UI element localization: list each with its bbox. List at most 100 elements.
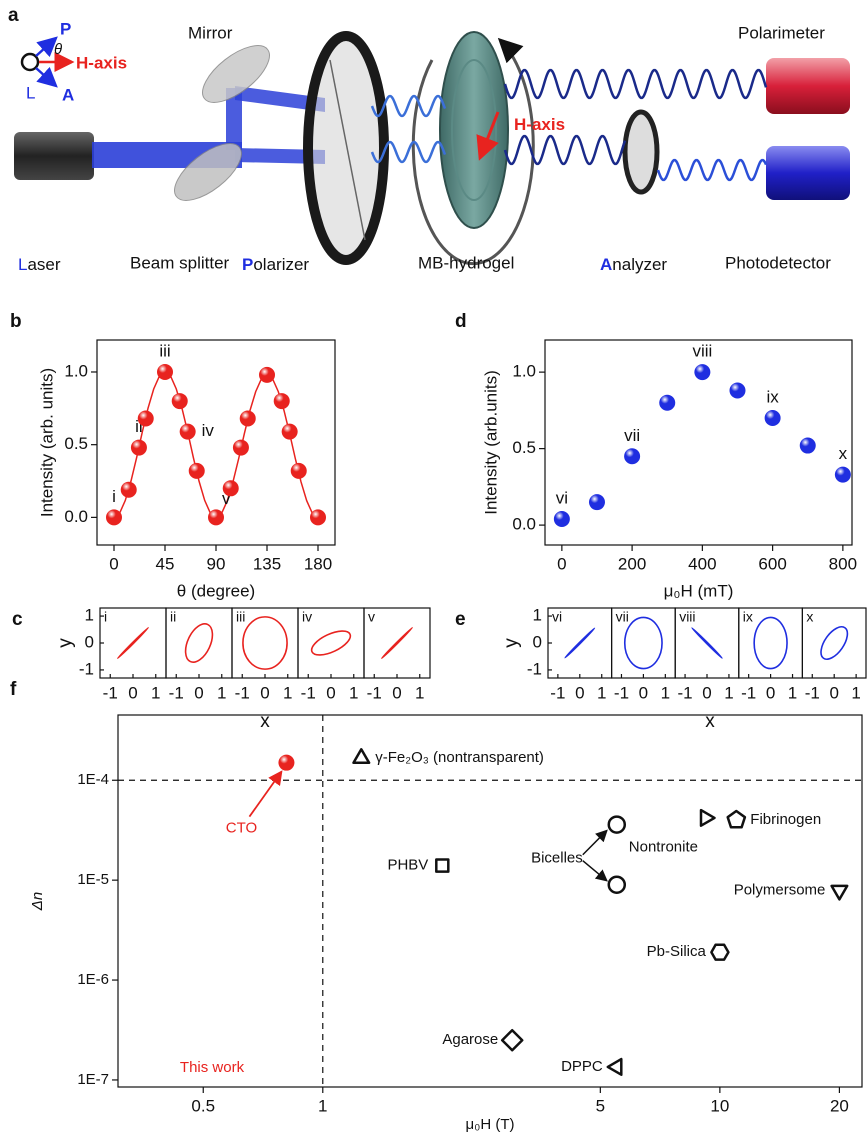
x-tick-label: -1 (235, 683, 250, 702)
panel-label: b (10, 311, 22, 332)
polarization-ellipse (184, 623, 214, 663)
subplot-label: v (368, 609, 375, 625)
y-tick-label: 1.0 (512, 362, 536, 381)
x-tick-label: 200 (618, 554, 646, 573)
h-axis-text: H-axis (514, 115, 565, 134)
beam (226, 88, 242, 150)
p-arrow (35, 36, 58, 58)
point-label: Bicelles (531, 850, 583, 867)
data-point (232, 439, 249, 456)
subplot-label: vi (552, 609, 562, 625)
data-point (607, 875, 627, 894)
subplot-label: iv (302, 609, 312, 625)
y-axis-label: y (501, 638, 522, 648)
x-tick-label: 0 (128, 683, 137, 702)
label-mirror: Mirror (188, 23, 233, 42)
x-tick-label: -1 (169, 683, 184, 702)
helix (503, 68, 768, 100)
data-point (764, 410, 781, 427)
y-tick-label: -1 (527, 659, 542, 678)
subplot-label: iii (236, 609, 245, 625)
point-label: CTO (226, 820, 257, 837)
data-point (157, 363, 173, 380)
x-tick-label: 20 (830, 1096, 849, 1115)
x-tick-label: 1 (217, 683, 226, 702)
data-point (830, 884, 849, 901)
panel-label: c (12, 609, 23, 630)
data-point (607, 815, 627, 834)
x-tick-label: -1 (805, 683, 820, 702)
x-axis-label: x (705, 711, 715, 732)
rest: olarizer (253, 255, 309, 274)
icon-h-axis: H-axis (76, 53, 127, 72)
beam (235, 86, 325, 112)
x-tick-label: 180 (304, 554, 332, 573)
data-point (500, 1028, 524, 1052)
point-label: vi (556, 488, 568, 507)
data-point (588, 494, 605, 511)
rest: nalyzer (612, 255, 667, 274)
photodetector (766, 146, 850, 200)
data-point (281, 423, 298, 440)
x-tick-label: 0 (392, 683, 401, 702)
subplot-label: vii (616, 609, 629, 625)
polarizer (303, 31, 389, 265)
point-label: Pb-Silica (647, 943, 707, 960)
x-tick-label: 1 (283, 683, 292, 702)
data-point (310, 509, 326, 526)
polarization-ellipse (242, 616, 288, 670)
x-tick-label: 0 (829, 683, 838, 702)
x-tick-label: 90 (207, 554, 226, 573)
x-axis-label: μ₀H (T) (465, 1116, 514, 1133)
subplot-label: ix (743, 609, 753, 625)
data-point (726, 809, 747, 829)
y-tick-label: 1E-7 (77, 1071, 109, 1088)
x-tick-label: 45 (156, 554, 175, 573)
icon-p: P (60, 19, 71, 38)
data-point (179, 423, 196, 440)
polarizer-line (329, 59, 366, 241)
x-tick-label: -1 (301, 683, 316, 702)
polarization-ellipse (753, 616, 788, 670)
y-tick-label: 1E-6 (77, 971, 109, 988)
x-tick-label: 0 (194, 683, 203, 702)
y-tick-label: -1 (79, 659, 94, 678)
component-label: Laser (18, 255, 61, 274)
y-tick-label: 1 (85, 606, 94, 625)
point-label: i (112, 487, 116, 506)
hydrogel-ring (451, 59, 497, 201)
y-axis-label: Intensity (arb. units) (37, 368, 56, 517)
data-point (222, 480, 239, 497)
data-point (106, 509, 122, 526)
x-tick-label: 800 (829, 554, 857, 573)
data-point (290, 462, 307, 479)
x-tick-label: 135 (253, 554, 281, 573)
y-tick-label: 0 (533, 632, 542, 651)
data-point (606, 1057, 623, 1076)
x-tick-label: -1 (103, 683, 118, 702)
x-tick-label: -1 (550, 683, 565, 702)
annotation-arrow (582, 860, 608, 882)
y-tick-label: 0.0 (512, 515, 536, 534)
x-tick-label: 1 (151, 683, 160, 702)
x-tick-label: 0 (575, 683, 584, 702)
polarization-ellipse (691, 627, 723, 659)
initial: P (242, 255, 253, 274)
helix (370, 140, 447, 164)
helix (370, 94, 447, 118)
point-label: vii (624, 426, 640, 445)
y-axis-label: Δn (29, 892, 46, 911)
x-axis-label: x (260, 711, 270, 732)
component-label: Beam splitter (130, 253, 230, 272)
data-point (130, 439, 147, 456)
point-label: ix (766, 388, 779, 407)
icon-a: A (62, 85, 74, 104)
y-tick-label: 0.0 (64, 507, 88, 526)
plot-frame (117, 714, 863, 1088)
x-tick-label: 1 (724, 683, 733, 702)
x-tick-label: 1 (851, 683, 860, 702)
x-tick-label: 1 (597, 683, 606, 702)
point-label: x (839, 444, 848, 463)
mirror (202, 45, 270, 103)
icon-l: L (26, 83, 35, 102)
